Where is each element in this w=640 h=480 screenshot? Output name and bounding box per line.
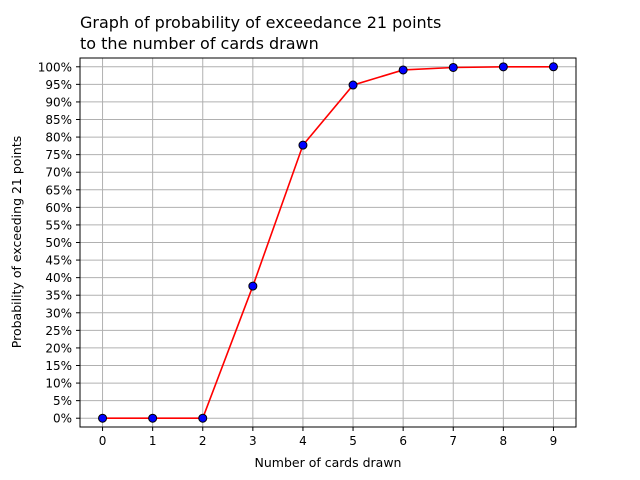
data-point [398, 65, 408, 75]
y-tick-label: 5% [53, 394, 72, 408]
data-point [148, 413, 158, 423]
y-tick-label: 40% [45, 271, 72, 285]
data-point [348, 80, 358, 90]
data-point [98, 413, 108, 423]
x-tick-label: 0 [99, 434, 107, 448]
data-point [498, 62, 508, 72]
data-point [548, 62, 558, 72]
y-tick-label: 10% [45, 377, 72, 391]
x-tick-label: 1 [149, 434, 157, 448]
y-tick-label: 100% [38, 60, 72, 74]
y-tick-label: 50% [45, 236, 72, 250]
x-tick-label: 4 [299, 434, 307, 448]
x-tick-label: 2 [199, 434, 207, 448]
y-tick-label: 25% [45, 324, 72, 338]
x-tick-label: 7 [449, 434, 457, 448]
x-tick-label: 9 [550, 434, 558, 448]
data-point [298, 140, 308, 150]
series [98, 62, 558, 423]
axis-ticks: 0 1 2 3 4 5 6 7 8 90%5%10%15%20%25%30%35%40%45%50… [38, 60, 558, 448]
x-tick-label: 8 [500, 434, 508, 448]
data-point [248, 281, 258, 291]
x-axis-label: Number of cards drawn [255, 455, 402, 470]
data-point [448, 62, 458, 72]
y-tick-label: 90% [45, 95, 72, 109]
y-tick-label: 80% [45, 131, 72, 145]
x-tick-label: 6 [399, 434, 407, 448]
series-line [102, 65, 554, 420]
y-tick-label: 95% [45, 78, 72, 92]
x-tick-label: 3 [249, 434, 257, 448]
y-tick-label: 45% [45, 254, 72, 268]
chart-title-line-1: Graph of probability of exceedance 21 po… [80, 13, 441, 32]
y-tick-label: 70% [45, 166, 72, 180]
y-tick-label: 55% [45, 218, 72, 232]
y-tick-label: 85% [45, 113, 72, 127]
plot-frame [79, 57, 577, 428]
data-point [198, 413, 208, 423]
chart-title-line-2: to the number of cards drawn [80, 34, 319, 53]
y-tick-label: 35% [45, 289, 72, 303]
y-tick-label: 65% [45, 183, 72, 197]
grid [80, 58, 576, 427]
y-tick-label: 30% [45, 306, 72, 320]
y-tick-label: 15% [45, 359, 72, 373]
y-axis-label: Probability of exceeding 21 points [9, 136, 24, 348]
x-tick-label: 5 [349, 434, 357, 448]
y-tick-label: 75% [45, 148, 72, 162]
y-tick-label: 60% [45, 201, 72, 215]
y-tick-label: 0% [53, 412, 72, 426]
y-tick-label: 20% [45, 341, 72, 355]
